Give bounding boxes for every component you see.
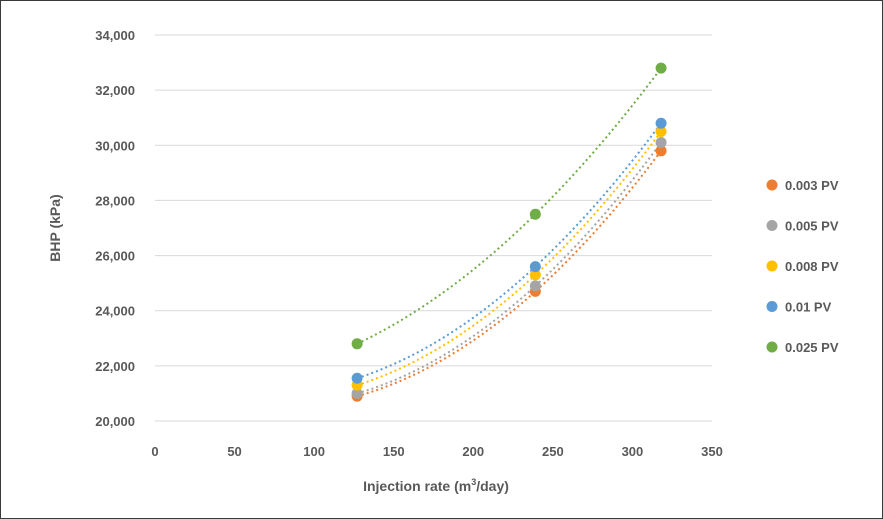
y-tick-label: 34,000 bbox=[95, 28, 135, 43]
data-point bbox=[529, 280, 541, 292]
y-tick-label: 24,000 bbox=[95, 304, 135, 319]
y-tick-label: 32,000 bbox=[95, 83, 135, 98]
data-point bbox=[351, 372, 363, 384]
legend-label: 0.01 PV bbox=[785, 300, 832, 315]
data-point bbox=[529, 208, 541, 220]
y-tick-label: 22,000 bbox=[95, 359, 135, 374]
data-point bbox=[655, 126, 667, 137]
y-tick-label: 28,000 bbox=[95, 193, 135, 208]
trendline bbox=[356, 130, 662, 387]
legend-marker bbox=[766, 260, 778, 272]
x-tick-label: 100 bbox=[303, 444, 325, 459]
trendline bbox=[356, 141, 662, 395]
trendline bbox=[356, 122, 662, 380]
y-tick-label: 26,000 bbox=[95, 249, 135, 264]
data-point bbox=[655, 137, 667, 149]
y-axis-title: BHP (kPa) bbox=[47, 194, 63, 261]
x-tick-label: 50 bbox=[227, 444, 241, 459]
data-point bbox=[529, 261, 541, 273]
legend-label: 0.008 PV bbox=[785, 259, 839, 274]
x-tick-label: 300 bbox=[622, 444, 644, 459]
x-tick-label: 0 bbox=[151, 444, 158, 459]
grid-lines bbox=[155, 34, 712, 367]
x-tick-label: 200 bbox=[462, 444, 484, 459]
data-point bbox=[655, 117, 667, 129]
legend-label: 0.003 PV bbox=[785, 178, 839, 193]
x-tick-label: 250 bbox=[542, 444, 564, 459]
legend-label: 0.025 PV bbox=[785, 340, 839, 355]
trendlines bbox=[356, 67, 662, 398]
x-tick-labels: 0 50 100 150 200 250 300 350 bbox=[151, 444, 722, 459]
legend-marker bbox=[766, 179, 778, 191]
data-points bbox=[351, 62, 667, 402]
data-point bbox=[529, 269, 541, 281]
y-tick-label: 30,000 bbox=[95, 138, 135, 153]
x-tick-label: 150 bbox=[383, 444, 405, 459]
data-point bbox=[655, 145, 667, 157]
x-tick-label: 350 bbox=[701, 444, 723, 459]
trendline bbox=[356, 150, 662, 398]
y-tick-label: 20,000 bbox=[95, 414, 135, 429]
data-point bbox=[351, 387, 363, 399]
data-point bbox=[655, 62, 667, 74]
legend-marker bbox=[766, 341, 778, 353]
y-tick-labels: 20,000 22,000 24,000 26,000 28,000 30,000 32,0… bbox=[95, 28, 135, 429]
legend-marker bbox=[766, 220, 778, 231]
trendline bbox=[356, 67, 662, 345]
x-axis-title: Injection rate (m3/day) bbox=[363, 477, 509, 494]
data-point bbox=[351, 338, 363, 350]
legend-label: 0.005 PV bbox=[785, 219, 839, 234]
legend-marker bbox=[766, 301, 778, 312]
legend: 0.003 PV 0.005 PV 0.008 PV 0.01 PV 0.025 PV bbox=[766, 178, 839, 355]
